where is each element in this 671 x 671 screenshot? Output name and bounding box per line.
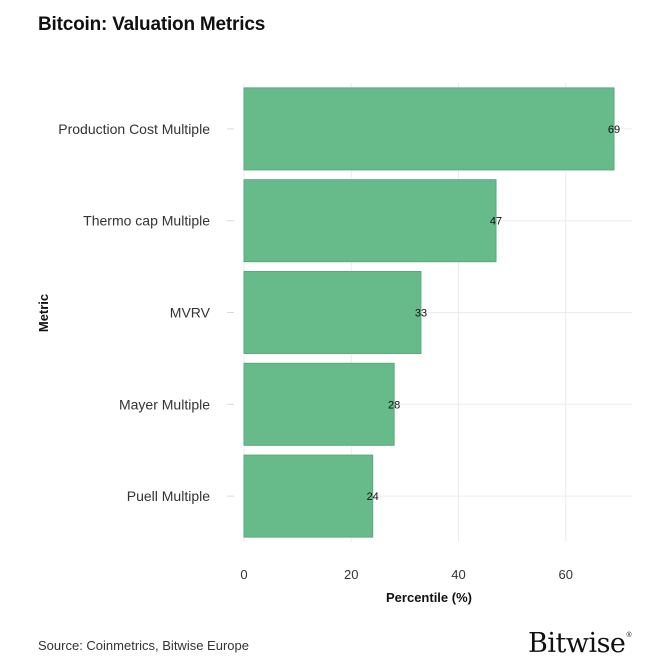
bar-1 [243, 179, 497, 263]
bar-3 [243, 362, 395, 446]
x-tick-label: 20 [344, 567, 358, 582]
chart-title: Bitcoin: Valuation Metrics [38, 14, 266, 35]
bitwise-logo: Bitwise® [528, 628, 632, 659]
bar-0 [243, 87, 615, 171]
x-tick-label: 40 [451, 567, 465, 582]
data-label: 33 [415, 308, 427, 320]
category-label: Puell Multiple [127, 488, 210, 504]
bars [243, 87, 615, 538]
source-note: Source: Coinmetrics, Bitwise Europe [38, 638, 249, 653]
bar-2 [243, 271, 422, 354]
logo-text: Bitwise [528, 628, 626, 659]
data-labels: 69 47 33 28 24 [367, 124, 621, 503]
data-label: 69 [608, 124, 620, 136]
category-label: Thermo cap Multiple [83, 213, 210, 229]
x-tick-label: 60 [559, 567, 573, 582]
x-axis-label: Percentile (%) [386, 590, 472, 605]
x-tick-labels: 0 20 40 60 [240, 567, 573, 582]
registered-mark: ® [626, 632, 632, 639]
data-label: 47 [490, 216, 502, 228]
data-label: 24 [367, 491, 379, 503]
y-axis-label: Metric [36, 294, 51, 332]
x-tick-label: 0 [240, 567, 247, 582]
category-labels: Production Cost Multiple Thermo cap Multi… [58, 121, 210, 504]
data-label: 28 [388, 399, 400, 411]
category-label: Mayer Multiple [119, 396, 210, 412]
category-label: MVRV [170, 305, 211, 321]
bar-4 [243, 454, 374, 538]
category-label: Production Cost Multiple [58, 121, 210, 137]
